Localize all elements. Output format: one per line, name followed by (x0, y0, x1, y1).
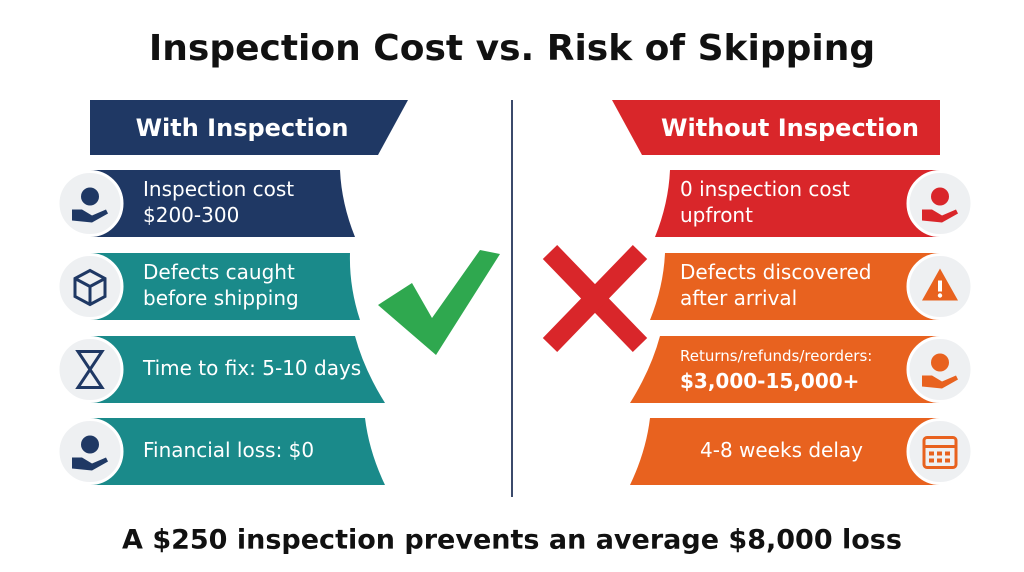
icon-calendar-day (929, 451, 934, 456)
icon-calendar (922, 436, 958, 469)
left-item-text: Inspection cost (143, 177, 294, 201)
cross-stroke (542, 245, 648, 352)
icon-box (73, 268, 107, 307)
icon-coin (931, 187, 949, 206)
icon-calendar-day (929, 458, 934, 463)
right-item-text: 4-8 weeks delay (700, 438, 863, 462)
icon-calendar-day (945, 451, 950, 456)
left-row-band (90, 253, 360, 320)
icon-coin (81, 187, 99, 206)
icon-hand (72, 209, 108, 223)
check-mark (378, 250, 500, 355)
icon-calendar-day (945, 458, 950, 463)
right-row: Returns/refunds/reorders: $3,000-15,000+ (630, 336, 974, 403)
title: Inspection Cost vs. Risk of Skipping (149, 28, 875, 69)
footer: A $250 inspection prevents an average $8… (122, 525, 902, 556)
right-item-text: 0 inspection cost (680, 177, 850, 201)
right-heading: Without Inspection (661, 114, 919, 142)
left-row-band (90, 336, 385, 403)
icon-warning-mark (938, 280, 942, 292)
icon-calendar-day (937, 451, 942, 456)
rows: Inspection cost$200-300 0 inspection cost… (56, 170, 974, 485)
right-row-band (630, 336, 940, 403)
icon-warning-dot (937, 293, 943, 298)
left-heading: With Inspection (136, 114, 349, 142)
left-item-text: Time to fix: 5-10 days (142, 356, 361, 380)
icon-coin (931, 353, 949, 372)
right-row: 4-8 weeks delay (630, 418, 974, 485)
icon-calendar-day (937, 458, 942, 463)
right-row-band (655, 170, 940, 237)
left-item-text: Defects caught (143, 260, 295, 284)
icon-hand (922, 375, 958, 389)
left-row: Inspection cost$200-300 (56, 170, 355, 237)
icon-coin (81, 435, 99, 454)
right-item-text: upfront (680, 203, 753, 227)
left-header-band (90, 100, 408, 155)
left-row-band (90, 418, 385, 485)
right-item-text: Defects discovered (680, 260, 872, 284)
right-item-text: after arrival (680, 286, 797, 310)
icon-hand (72, 457, 108, 471)
right-row-band (650, 253, 940, 320)
left-row: Time to fix: 5-10 days (56, 336, 385, 403)
cross-mark (542, 245, 648, 352)
right-item-text: Returns/refunds/reorders: (680, 347, 872, 365)
right-row-band (630, 418, 940, 485)
left-item-text: Financial loss: $0 (143, 438, 314, 462)
left-item-text: $200-300 (143, 203, 239, 227)
icon-hourglass (75, 350, 105, 389)
icon-hand (922, 209, 958, 223)
left-row-band (90, 170, 355, 237)
right-item-text: $3,000-15,000+ (680, 369, 859, 393)
right-header-band (612, 100, 940, 155)
left-row: Financial loss: $0 (56, 418, 385, 485)
left-item-text: before shipping (143, 286, 299, 310)
